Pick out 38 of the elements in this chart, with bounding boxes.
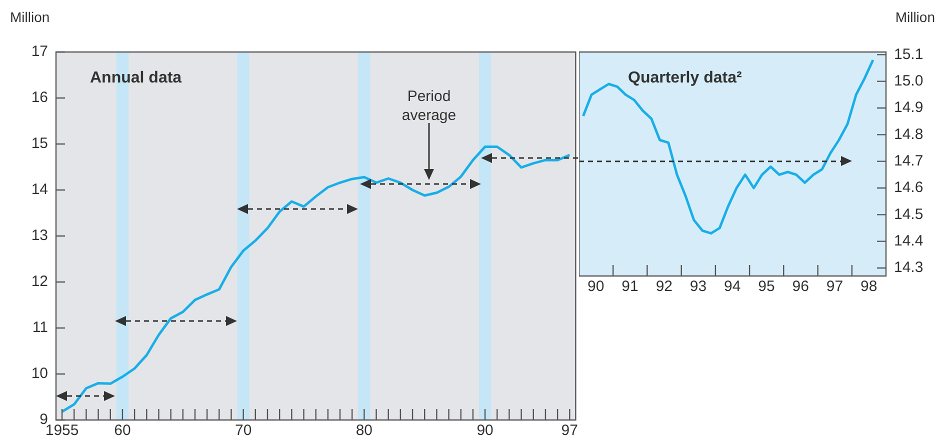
y2-axis-title: Million	[895, 8, 935, 25]
y2-tick-label: 14.7	[894, 152, 924, 170]
y-tick-label: 15	[31, 135, 48, 152]
y-tick-label: 10	[31, 365, 48, 382]
x-tick-label: 95	[758, 278, 775, 296]
text: Quarterly data²	[628, 69, 742, 86]
x-tick-label: 1955	[45, 422, 79, 440]
x-tick-label: 94	[724, 278, 741, 296]
x-tick-label: 90	[588, 278, 604, 296]
y-tick-label: 17	[31, 43, 48, 60]
x-tick-label: 90	[476, 422, 494, 440]
y2-tick-label: 14.6	[894, 179, 924, 196]
x-tick-label: 80	[356, 422, 373, 440]
annotation: Period average	[402, 88, 456, 124]
y2-tick-label: 15.0	[894, 72, 924, 90]
y2-tick-label: 14.3	[894, 259, 924, 276]
y2-tick-label: 14.9	[894, 99, 924, 116]
x-tick-label: 93	[690, 278, 707, 296]
y2-tick-label: 14.4	[894, 232, 924, 250]
x-tick-label: 97	[561, 422, 578, 440]
y2-tick-label: 14.8	[894, 126, 924, 143]
x-tick-label: 70	[234, 422, 252, 440]
x-tick-label: 98	[860, 278, 878, 296]
y-tick-label: 12	[31, 273, 48, 290]
y-tick-label: 13	[31, 227, 48, 244]
y2-tick-label: 14.5	[894, 206, 924, 223]
x-tick-label: 92	[656, 278, 673, 296]
x-tick-label: 91	[622, 278, 638, 296]
x-tick-label: 97	[826, 278, 844, 296]
x-tick-label: 60	[114, 422, 131, 440]
y2-tick-label: 15.1	[894, 46, 924, 63]
y-tick-label: 16	[31, 89, 48, 106]
x-tick-label: 96	[792, 278, 809, 296]
y-tick-label: 11	[32, 319, 48, 336]
y-tick-label: 14	[31, 181, 48, 198]
y-axis-title: Million	[10, 8, 50, 25]
text: Annual data	[90, 69, 182, 86]
y-tick-label: 9	[40, 411, 48, 428]
